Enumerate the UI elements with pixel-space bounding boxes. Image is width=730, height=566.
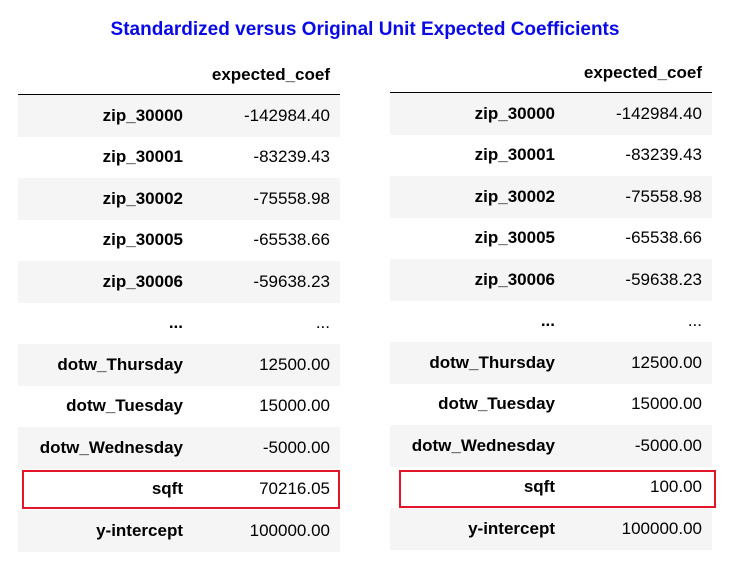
coef-value: 100000.00 <box>621 518 702 538</box>
row-label: dotw_Wednesday <box>411 435 555 455</box>
original-unit-coef-table: expected_coef zip_30000 -142984.40 zip_300… <box>390 54 712 550</box>
table-row: zip_30006 -59638.23 <box>18 261 340 303</box>
coef-value: 100.00 <box>650 477 702 497</box>
row-label: y-intercept <box>468 518 555 538</box>
row-label: y-intercept <box>96 520 183 540</box>
figure-title: Standardized versus Original Unit Expect… <box>110 19 620 40</box>
row-label: zip_30002 <box>474 186 555 206</box>
header-row: expected_coef <box>390 54 712 93</box>
coef-value: -83239.43 <box>625 145 702 165</box>
coef-value: -75558.98 <box>253 188 330 208</box>
row-label: dotw_Thursday <box>429 352 555 372</box>
table-row: ...... <box>18 302 340 344</box>
table-row: dotw_Tuesday 15000.00 <box>18 385 340 427</box>
row-label: ... <box>168 313 183 333</box>
row-label: dotw_Tuesday <box>66 396 183 416</box>
coef-value: -65538.66 <box>253 230 330 250</box>
coef-value: -5000.00 <box>634 435 702 455</box>
row-label: dotw_Wednesday <box>39 437 183 457</box>
row-label: zip_30002 <box>102 188 183 208</box>
coef-value: 12500.00 <box>631 352 702 372</box>
coef-value: -142984.40 <box>615 103 702 123</box>
row-label: dotw_Tuesday <box>438 394 555 414</box>
table-row: y-intercept 100000.00 <box>18 510 340 552</box>
coef-value: ... <box>315 313 330 333</box>
header-row: expected_coef <box>18 56 340 95</box>
index-header <box>390 54 567 93</box>
table-row: sqft 100.00 <box>390 466 712 508</box>
table-row: zip_30001 -83239.43 <box>18 136 340 178</box>
table-row: dotw_Wednesday -5000.00 <box>18 427 340 469</box>
row-label: zip_30005 <box>474 228 555 248</box>
table-row: sqft 70216.05 <box>18 468 340 510</box>
table-row: zip_30006 -59638.23 <box>390 259 712 301</box>
table-row: zip_30002 -75558.98 <box>18 178 340 220</box>
table-row: zip_30005 -65538.66 <box>18 219 340 261</box>
table-row: dotw_Thursday 12500.00 <box>390 342 712 384</box>
row-label: ... <box>540 311 555 331</box>
table-row: dotw_Tuesday 15000.00 <box>390 383 712 425</box>
standardized-coef-table: expected_coef zip_30000 -142984.40 zip_300… <box>18 56 340 552</box>
coef-value: -5000.00 <box>262 437 330 457</box>
coef-value: ... <box>687 311 702 331</box>
coef-value: -142984.40 <box>243 105 330 125</box>
table-row: ...... <box>390 300 712 342</box>
coef-value: 70216.05 <box>259 479 330 499</box>
table-row: dotw_Thursday 12500.00 <box>18 344 340 386</box>
coef-value: 100000.00 <box>249 520 330 540</box>
coef-value: -75558.98 <box>625 186 702 206</box>
row-label: dotw_Thursday <box>57 354 183 374</box>
row-label: zip_30006 <box>474 269 555 289</box>
row-label: zip_30006 <box>102 271 183 291</box>
coef-value: -83239.43 <box>253 147 330 167</box>
table-row: y-intercept 100000.00 <box>390 508 712 550</box>
row-label: zip_30001 <box>102 147 183 167</box>
index-header <box>18 56 195 95</box>
row-label: zip_30000 <box>102 105 183 125</box>
coef-value: 15000.00 <box>259 396 330 416</box>
row-label: sqft <box>523 477 555 497</box>
table-row: zip_30002 -75558.98 <box>390 176 712 218</box>
row-label: sqft <box>151 479 183 499</box>
coef-value: 15000.00 <box>631 394 702 414</box>
column-header-expected-coef: expected_coef <box>567 54 712 93</box>
table-row: zip_30000 -142984.40 <box>390 92 712 135</box>
row-label: zip_30000 <box>474 103 555 123</box>
table-row: dotw_Wednesday -5000.00 <box>390 425 712 467</box>
coef-value: -65538.66 <box>625 228 702 248</box>
row-label: zip_30001 <box>474 145 555 165</box>
coef-value: -59638.23 <box>253 271 330 291</box>
column-header-expected-coef: expected_coef <box>195 56 340 95</box>
coef-value: 12500.00 <box>259 354 330 374</box>
table-row: zip_30005 -65538.66 <box>390 217 712 259</box>
table-row: zip_30001 -83239.43 <box>390 134 712 176</box>
coef-value: -59638.23 <box>625 269 702 289</box>
table-row: zip_30000 -142984.40 <box>18 94 340 137</box>
row-label: zip_30005 <box>102 230 183 250</box>
